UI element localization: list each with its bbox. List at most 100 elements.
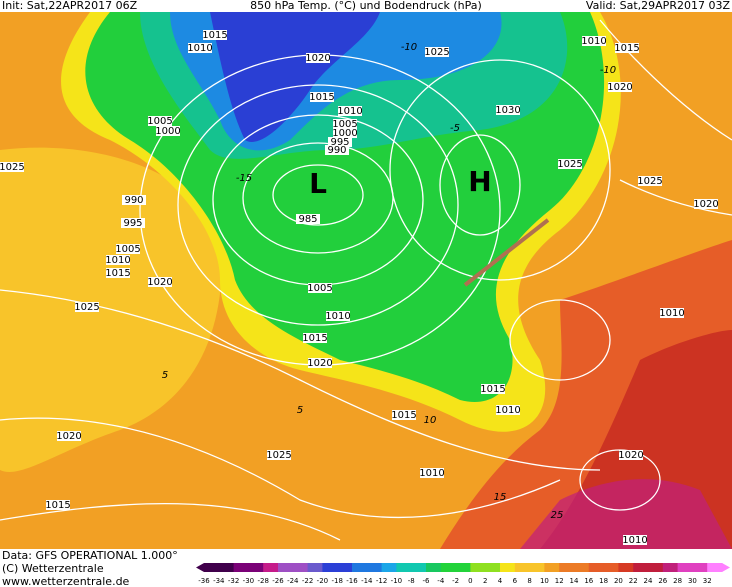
- colorbar-label: 20: [614, 577, 623, 585]
- colorbar-label: -36: [198, 577, 210, 585]
- isobar-label-bg: [75, 302, 99, 312]
- isobar-label-bg: [496, 105, 520, 115]
- isobar-label-bg: [121, 218, 145, 228]
- colorbar-swatch: [544, 563, 560, 572]
- colorbar-label: 8: [527, 577, 531, 585]
- isobar-label: 1005: [115, 244, 140, 255]
- isobar-label-bg: [122, 195, 146, 205]
- isobar-label: 1010: [659, 308, 684, 319]
- isobar-label: 1015: [202, 30, 227, 41]
- colorbar-swatch: [248, 563, 264, 572]
- isobar-label: 1025: [637, 176, 662, 187]
- colorbar-swatch: [366, 563, 383, 572]
- isobar-label: 1015: [614, 43, 639, 54]
- colorbar-label: -34: [213, 577, 225, 585]
- colorbar-swatch: [233, 563, 249, 572]
- isobar-label-bg: [615, 43, 639, 53]
- colorbar-label: -20: [317, 577, 328, 585]
- colorbar-swatch: [337, 563, 353, 572]
- colorbar-swatch: [662, 563, 679, 572]
- init-label: Init: Sat,22APR2017 06Z: [2, 0, 138, 12]
- colorbar-swatch: [574, 563, 590, 572]
- colorbar-right-arrow: [722, 563, 730, 572]
- colorbar-label: -28: [257, 577, 268, 585]
- isobar-label: 1010: [337, 106, 362, 117]
- colorbar-swatch: [278, 563, 294, 572]
- colorbar-swatch: [263, 563, 279, 572]
- colorbar-swatch: [559, 563, 575, 572]
- colorbar-label: 12: [555, 577, 564, 585]
- colorbar: -36 -34 -32 -30 -28 -26 -24 -22 -20 -18 -16 -14 -12-…: [196, 563, 730, 585]
- isobar-label: 1010: [581, 36, 606, 47]
- colorbar-label: -32: [228, 577, 239, 585]
- temperature-label: 5: [162, 370, 168, 381]
- isobar-label: 1015: [391, 410, 416, 421]
- colorbar-swatch: [352, 563, 368, 572]
- colorbar-label: -8: [408, 577, 415, 585]
- colorbar-left-arrow: [196, 563, 204, 572]
- data-source: Data: GFS OPERATIONAL 1.000°: [2, 549, 178, 562]
- colorbar-label: 24: [644, 577, 653, 585]
- isobar-label: 1025: [266, 450, 291, 461]
- isobar-label-bg: [328, 137, 352, 147]
- isobar-label: 1015: [45, 500, 70, 511]
- isobar-label: 1020: [305, 53, 330, 64]
- colorbar-label: -12: [376, 577, 387, 585]
- colorbar-label: 10: [540, 577, 549, 585]
- colorbar-swatch: [307, 563, 323, 572]
- isobar-label-bg: [46, 500, 70, 510]
- map-title: 850 hPa Temp. (°C) und Bodendruck (hPa): [250, 0, 482, 12]
- isobar-label: 1005: [307, 283, 332, 294]
- colorbar-label: 0: [468, 577, 472, 585]
- isobar-label-bg: [0, 162, 24, 172]
- colorbar-swatch: [500, 563, 516, 572]
- colorbar-swatch: [470, 563, 486, 572]
- isobar-label: 1010: [105, 255, 130, 266]
- temperature-label: 25: [551, 510, 564, 521]
- isobar-label-bg: [425, 47, 449, 57]
- track-arrow: [463, 218, 550, 287]
- colorbar-swatch: [485, 563, 501, 572]
- isobar-label-bg: [333, 119, 357, 129]
- isobar-label: 1020: [56, 431, 81, 442]
- isobar-label: 1020: [693, 199, 718, 210]
- colorbar-label: 26: [658, 577, 667, 585]
- colorbar-swatch: [411, 563, 427, 572]
- temperature-label: -10: [401, 42, 417, 53]
- isobar-label-bg: [57, 431, 81, 441]
- temperature-label: -15: [236, 173, 252, 184]
- coldest-region: [210, 12, 380, 142]
- isobar-label-bg: [619, 450, 643, 460]
- temperature-label: 10: [424, 415, 437, 426]
- colorbar-swatch: [707, 563, 723, 572]
- isobar-label-bg: [296, 214, 320, 224]
- colorbar-label: 2: [483, 577, 487, 585]
- temperature-label: 15: [494, 492, 507, 503]
- colorbar-swatch: [618, 563, 634, 572]
- colorbar-label: -16: [346, 577, 358, 585]
- isobar-label: 1025: [557, 159, 582, 170]
- colorbar-label: -10: [391, 577, 402, 585]
- isobar-label-bg: [310, 92, 334, 102]
- isobar-label-bg: [325, 145, 349, 155]
- isobar-label-bg: [496, 405, 520, 415]
- isobar-label: 1025: [0, 162, 25, 173]
- isobar-label: 1030: [495, 105, 520, 116]
- colorbar-label: 14: [570, 577, 579, 585]
- isobar-label: 1010: [187, 43, 212, 54]
- isobar-label: 995: [330, 137, 349, 148]
- colorbar-label: -26: [272, 577, 284, 585]
- isobar-label-bg: [420, 468, 444, 478]
- isobar-label: 1015: [309, 92, 334, 103]
- isobar-label: 1020: [147, 277, 172, 288]
- isobar-label-bg: [582, 36, 606, 46]
- colorbar-swatch: [529, 563, 545, 572]
- isobar-label-bg: [638, 176, 662, 186]
- colorbar-label: 32: [703, 577, 712, 585]
- isobar-label-bg: [308, 358, 332, 368]
- isobar-label-bg: [694, 199, 718, 209]
- colorbar-swatch: [292, 563, 309, 572]
- colorbar-label: -24: [287, 577, 299, 585]
- pressure-center: L: [309, 167, 327, 200]
